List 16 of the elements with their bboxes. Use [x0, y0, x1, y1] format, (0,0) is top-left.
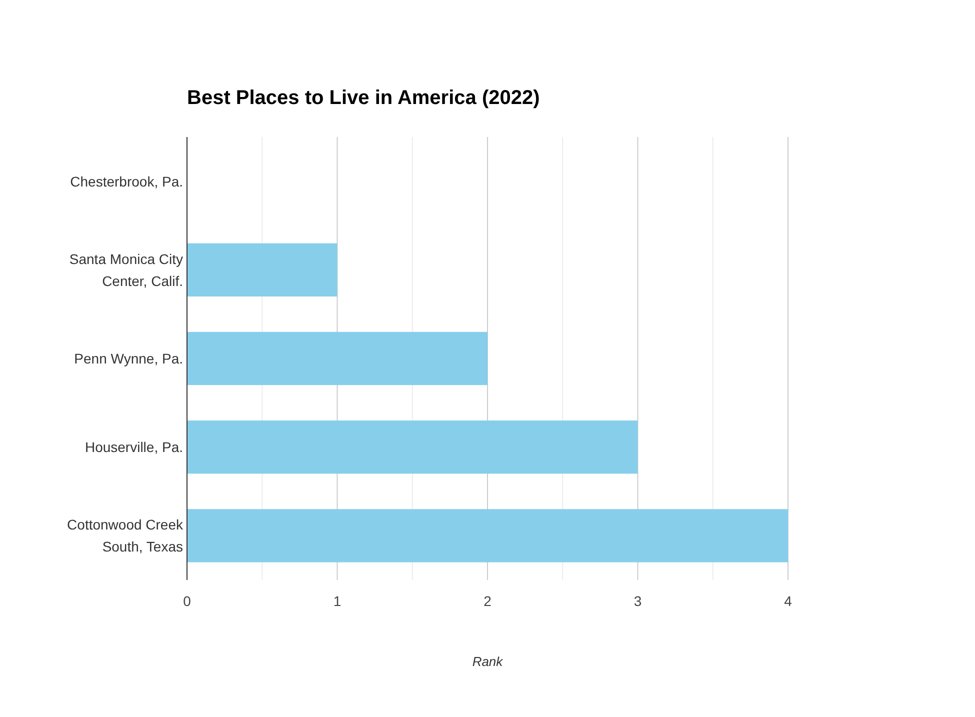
x-axis-title: Rank [472, 654, 504, 669]
y-tick-label: Chesterbrook, Pa. [70, 173, 183, 190]
x-tick-label: 3 [634, 593, 642, 609]
bar [187, 420, 638, 474]
bar [187, 332, 488, 386]
chart-title: Best Places to Live in America (2022) [187, 87, 540, 109]
x-tick-label: 1 [333, 593, 342, 609]
bar [187, 243, 338, 296]
y-tick-label: Houserville, Pa. [84, 439, 183, 456]
y-tick-label: Penn Wynne, Pa. [74, 350, 183, 366]
y-tick-label: Cottonwood Creek South, Texas [67, 516, 184, 555]
x-tick-label: 0 [183, 593, 192, 609]
x-tick-label: 2 [484, 593, 492, 609]
bar [187, 509, 788, 562]
y-tick-label: Santa Monica City Center, Calif. [69, 250, 183, 289]
x-tick-label: 4 [784, 593, 792, 609]
